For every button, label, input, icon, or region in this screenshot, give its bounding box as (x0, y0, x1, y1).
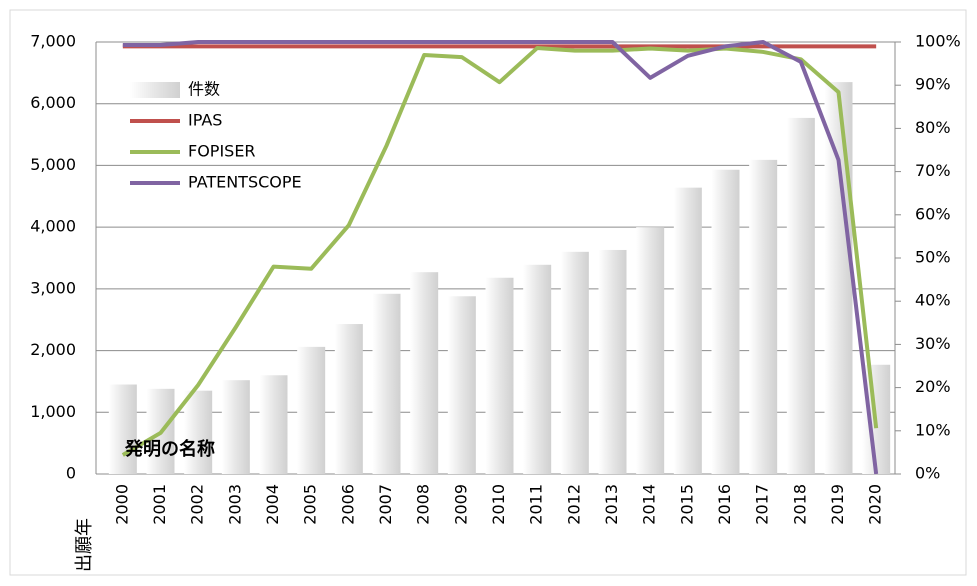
x-tick-label: 2012 (564, 484, 583, 525)
y2-tick-label: 80% (915, 118, 951, 137)
line-series (122, 40, 879, 475)
y2-tick-label: 50% (915, 248, 951, 267)
x-tick-label: 2018 (790, 484, 809, 525)
y2-tick-label: 70% (915, 161, 951, 180)
annotation: 発明の名称 (124, 438, 215, 460)
y2-tick-label: 30% (915, 334, 951, 353)
x-tick-label: 2010 (489, 484, 508, 525)
bar (523, 264, 552, 474)
bar (259, 375, 288, 474)
y-tick-label: 2,000 (30, 340, 76, 359)
x-tick-label: 2020 (866, 484, 885, 525)
y2-tick-label: 10% (915, 420, 951, 439)
bar (108, 384, 137, 474)
y-tick-label: 3,000 (30, 278, 76, 297)
x-tick-label: 2007 (376, 484, 395, 525)
y2-tick-label: 60% (915, 204, 951, 223)
bar (334, 324, 363, 474)
x-tick-label: 2019 (828, 484, 847, 525)
x-tick-label: 2013 (602, 484, 621, 525)
legend-label: PATENTSCOPE (188, 173, 302, 192)
x-tick-label: 2008 (414, 484, 433, 525)
bar (447, 296, 476, 474)
bar (485, 277, 514, 474)
x-tick-label: 2000 (112, 484, 131, 525)
x-tick-label: 2016 (715, 484, 734, 525)
x-axis-label: 出願年 (74, 518, 95, 572)
bar (673, 187, 702, 474)
x-tick-label: 2001 (150, 484, 169, 525)
bar (711, 169, 740, 474)
bar (297, 346, 326, 474)
x-tick-label: 2017 (753, 484, 772, 525)
y2-tick-label: 20% (915, 377, 951, 396)
bar (372, 293, 401, 474)
bar (786, 117, 815, 474)
y2-tick-label: 40% (915, 291, 951, 310)
y-tick-label: 4,000 (30, 217, 76, 236)
y-tick-label: 6,000 (30, 93, 76, 112)
bar (560, 251, 589, 474)
bar (749, 159, 778, 475)
bar (410, 272, 439, 474)
x-tick-label: 2004 (263, 484, 282, 525)
y2-tick-label: 90% (915, 75, 951, 94)
y2-tick-label: 100% (915, 32, 961, 51)
x-tick-label: 2015 (677, 484, 696, 525)
x-tick-label: 2011 (527, 484, 546, 525)
bar (184, 390, 213, 474)
x-tick-label: 2002 (188, 484, 207, 525)
legend-label: FOPISER (188, 142, 256, 161)
bar (824, 82, 853, 474)
x-tick-label: 2009 (451, 484, 470, 525)
x-tick-label: 2003 (225, 484, 244, 525)
bar (598, 249, 627, 474)
bar (636, 227, 665, 474)
x-tick-label: 2014 (640, 484, 659, 525)
bar (221, 380, 250, 474)
line-series (121, 46, 879, 457)
y-tick-label: 0 (66, 464, 76, 483)
y-tick-label: 7,000 (30, 32, 76, 51)
y-tick-label: 5,000 (30, 155, 76, 174)
x-tick-label: 2006 (338, 484, 357, 525)
legend-swatch (130, 82, 180, 98)
y-tick-label: 1,000 (30, 402, 76, 421)
y2-tick-label: 0% (915, 464, 940, 483)
x-tick-label: 2005 (301, 484, 320, 525)
legend-label: IPAS (188, 111, 222, 130)
legend-label: 件数 (188, 80, 220, 99)
